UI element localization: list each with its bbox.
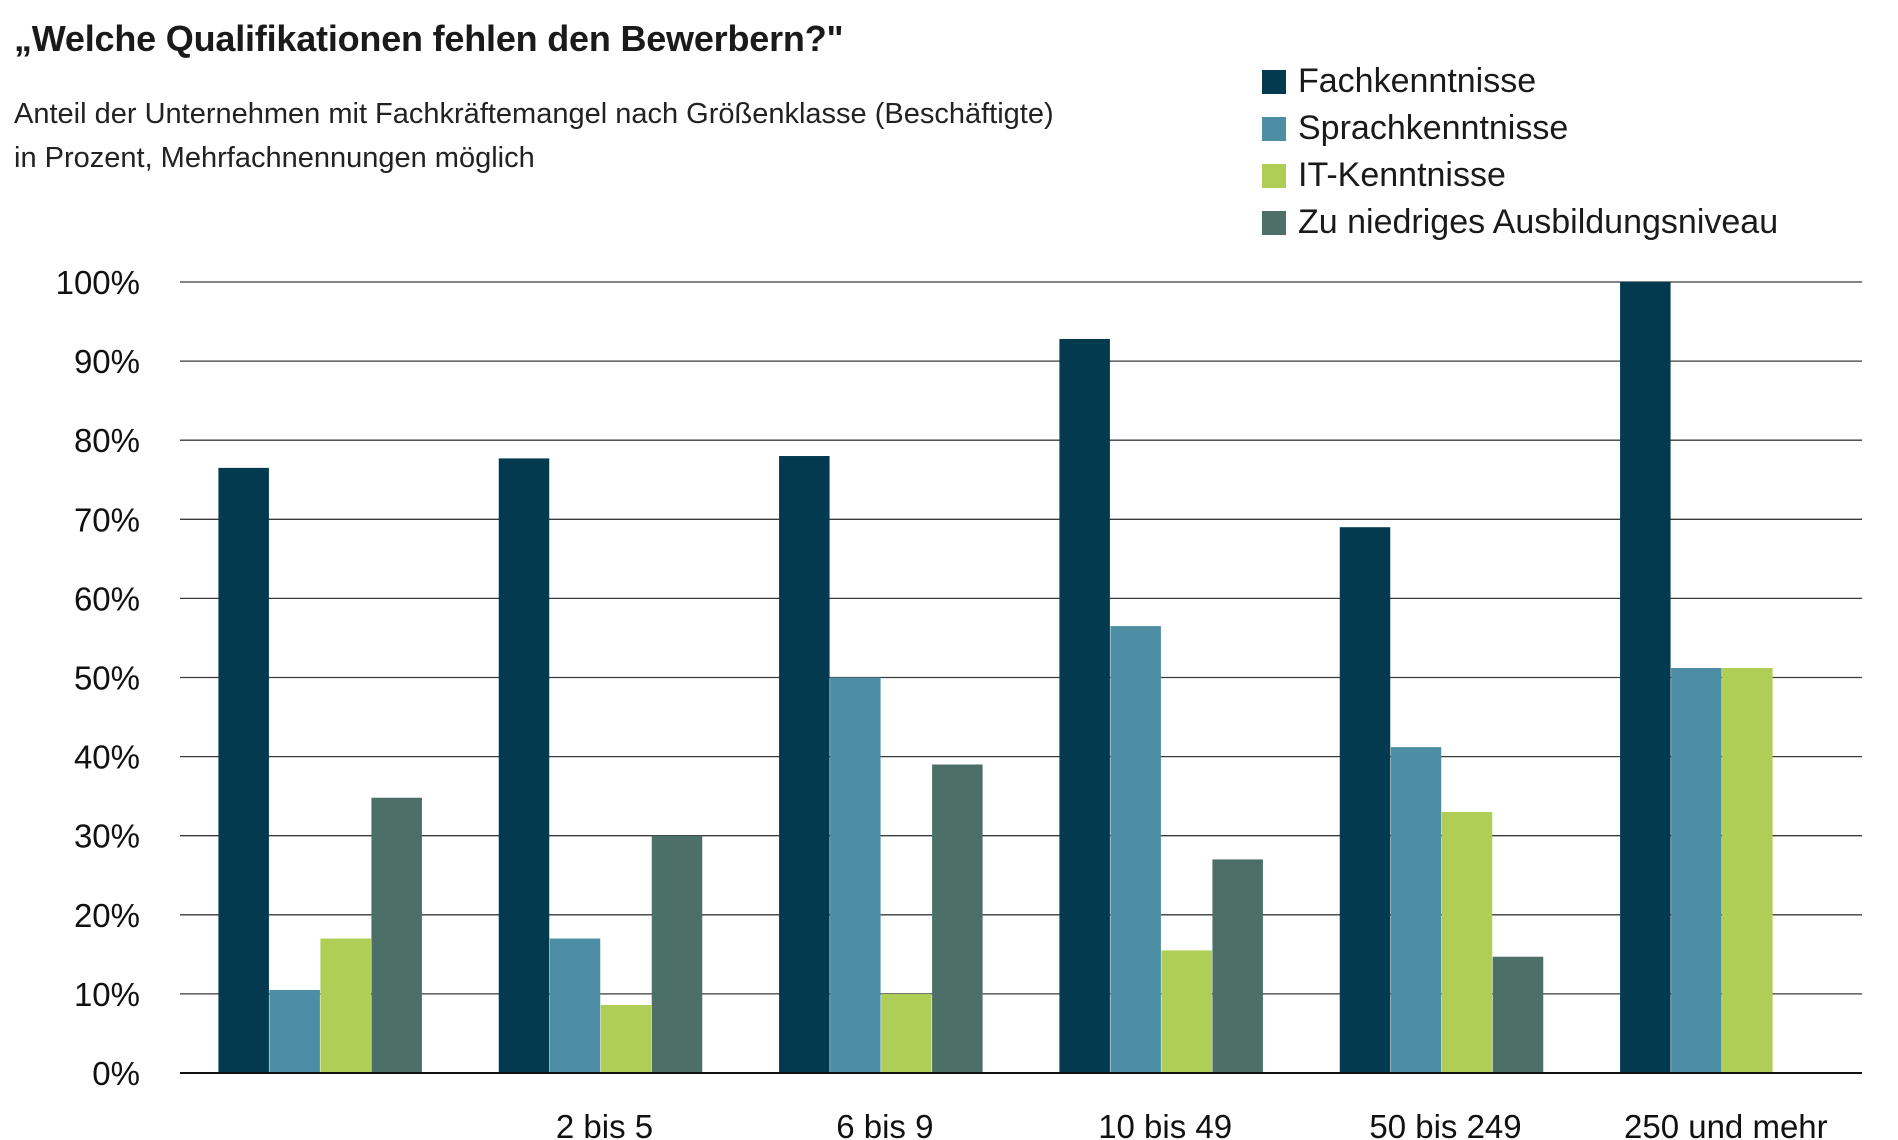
x-tick-label: 2 bis 5 — [556, 1108, 653, 1140]
legend-label-it-kenntnisse: IT-Kenntnisse — [1298, 156, 1506, 194]
chart-subtitle-line-1: Anteil der Unternehmen mit Fachkräfteman… — [14, 98, 1054, 130]
bar-fachkenntnisse — [1059, 338, 1110, 1073]
y-tick-label: 50% — [74, 660, 140, 697]
bar-sprachkenntnisse — [269, 989, 320, 1073]
y-tick-label: 90% — [74, 343, 140, 380]
bar-fachkenntnisse — [1339, 527, 1391, 1073]
bar-it-kenntnisse — [320, 938, 371, 1073]
bar-sprachkenntnisse — [549, 938, 601, 1073]
y-tick-label: 30% — [74, 818, 140, 855]
legend-item-it-kenntnisse: IT-Kenntnisse — [1262, 152, 1778, 199]
legend-item-fachkenntnisse: Fachkenntnisse — [1262, 58, 1778, 105]
legend-label-fachkenntnisse: Fachkenntnisse — [1298, 62, 1537, 100]
legend-swatch-it-kenntnisse — [1262, 163, 1286, 188]
y-tick-label: 40% — [74, 739, 140, 776]
bar-fachkenntnisse — [498, 458, 550, 1073]
legend-label-sprachkenntnisse: Sprachkenntnisse — [1298, 109, 1569, 147]
bar-fachkenntnisse — [1620, 282, 1671, 1073]
bar-zu-niedriges-ausbildungsniveau — [651, 835, 703, 1073]
y-tick-label: 70% — [74, 501, 140, 538]
y-tick-label: 10% — [74, 976, 140, 1013]
chart-subtitle-line-2: in Prozent, Mehrfachnennungen möglich — [14, 142, 535, 174]
bar-it-kenntnisse — [1441, 811, 1493, 1073]
y-tick-label: 0% — [92, 1055, 140, 1092]
y-tick-label: 80% — [74, 422, 140, 459]
bar-sprachkenntnisse — [830, 677, 881, 1073]
bar-zu-niedriges-ausbildungsniveau — [371, 797, 422, 1073]
y-tick-label: 20% — [74, 897, 140, 934]
bar-zu-niedriges-ausbildungsniveau — [932, 764, 983, 1073]
bar-it-kenntnisse — [600, 1004, 652, 1073]
legend-swatch-ausbildungsniveau — [1262, 210, 1286, 235]
bar-zu-niedriges-ausbildungsniveau — [1492, 956, 1544, 1073]
legend-label-ausbildungsniveau: Zu niedriges Ausbildungsniveau — [1298, 203, 1779, 241]
chart-title: „Welche Qualifikationen fehlen den Bewer… — [14, 18, 844, 59]
x-tick-label: 50 bis 249 — [1369, 1108, 1521, 1140]
bar-sprachkenntnisse — [1390, 747, 1442, 1073]
x-tick-label: 250 und mehr — [1624, 1108, 1828, 1140]
bar-it-kenntnisse — [1722, 668, 1773, 1073]
bar-zu-niedriges-ausbildungsniveau — [1212, 859, 1263, 1073]
x-tick-label: 10 bis 49 — [1098, 1108, 1232, 1140]
chart-legend: Fachkenntnisse Sprachkenntnisse IT-Kennt… — [1262, 58, 1778, 246]
legend-item-sprachkenntnisse: Sprachkenntnisse — [1262, 105, 1778, 152]
y-tick-label: 100% — [56, 264, 140, 301]
bar-it-kenntnisse — [881, 993, 932, 1073]
bar-fachkenntnisse — [218, 467, 269, 1073]
legend-swatch-fachkenntnisse — [1262, 69, 1286, 94]
bar-sprachkenntnisse — [1110, 626, 1161, 1073]
bar-sprachkenntnisse — [1671, 668, 1722, 1073]
legend-item-ausbildungsniveau: Zu niedriges Ausbildungsniveau — [1262, 199, 1778, 246]
x-tick-label: 6 bis 9 — [836, 1108, 933, 1140]
legend-swatch-sprachkenntnisse — [1262, 116, 1286, 141]
y-tick-label: 60% — [74, 580, 140, 617]
bar-it-kenntnisse — [1161, 950, 1212, 1073]
bar-fachkenntnisse — [779, 456, 830, 1073]
